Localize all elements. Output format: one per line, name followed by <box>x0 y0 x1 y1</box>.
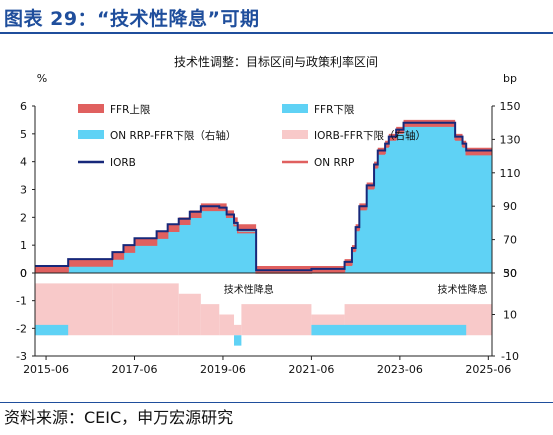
legend-label: ON RRP <box>314 157 354 169</box>
iorb-spread-segment <box>200 304 220 336</box>
right-tick-label-bottom: -10 <box>501 350 519 363</box>
ffr-lower-area <box>35 126 492 273</box>
legend-label: IORB <box>110 157 136 169</box>
legend-swatch <box>78 130 104 139</box>
left-axis-unit: % <box>37 72 47 85</box>
source-note: 资料来源：CEIC，申万宏源研究 <box>4 408 234 427</box>
rrp-spread-segment <box>234 335 242 346</box>
right-axis-unit: bp <box>503 72 517 85</box>
iorb-spread-segment <box>234 324 242 336</box>
chart-header: 图表 29：“技术性降息”可期 <box>0 0 553 34</box>
left-tick-label: 3 <box>20 184 27 197</box>
right-tick-label: 130 <box>500 133 521 146</box>
iorb-spread-segment <box>134 283 179 336</box>
rrp-spread-segment <box>311 324 467 336</box>
legend-label: FFR下限 <box>314 104 355 116</box>
legend-swatch <box>282 130 308 139</box>
dual-panel-chart: 技术性调整：目标区间与政策利率区间% bp 0 1 2 3 4 5 6 50 70 90 110 130 1… <box>16 54 521 376</box>
left-tick-label: 2 <box>20 211 27 224</box>
iorb-spread-segment <box>241 304 312 336</box>
chart-area: 技术性调整：目标区间与政策利率区间% bp 0 1 2 3 4 5 6 50 70 90 110 130 1… <box>0 34 553 400</box>
legend-label: IORB-FFR下限（右轴） <box>314 129 426 142</box>
annotation-label: 技术性降息 <box>438 283 488 296</box>
x-tick-label: 2025-06 <box>465 363 511 376</box>
legend-label: FFR上限 <box>110 104 151 116</box>
left-tick-label-bottom: -1 <box>16 295 27 308</box>
right-tick-label: 150 <box>500 100 521 113</box>
left-tick-label-bottom: -3 <box>16 350 27 363</box>
right-tick-label: 110 <box>500 167 521 180</box>
chart-title: 技术性调整：目标区间与政策利率区间 <box>174 54 378 69</box>
right-tick-label: 50 <box>503 267 517 280</box>
rrp-spread-segment <box>35 324 69 336</box>
right-tick-label-bottom: 10 <box>503 309 517 322</box>
x-tick-label: 2021-06 <box>288 363 334 376</box>
iorb-spread-segment <box>112 283 135 336</box>
legend-label: ON RRP-FFR下限（右轴） <box>110 129 236 142</box>
right-tick-label: 70 <box>503 234 517 247</box>
x-tick-label: 2019-06 <box>200 363 246 376</box>
iorb-spread-segment <box>219 314 235 336</box>
iorb-spread-segment <box>178 293 201 336</box>
legend-swatch <box>282 104 308 113</box>
left-tick-label: 0 <box>20 267 27 280</box>
left-tick-label-bottom: -2 <box>16 322 27 335</box>
iorb-line <box>35 121 492 272</box>
left-tick-label-bottom: 0 <box>20 267 27 280</box>
left-tick-label: 5 <box>20 128 27 141</box>
right-tick-label-bottom: 30 <box>503 267 517 280</box>
annotation-label: 技术性降息 <box>224 283 274 296</box>
left-tick-label: 1 <box>20 239 27 252</box>
figure-title: 图表 29：“技术性降息”可期 <box>4 8 260 30</box>
footer-divider <box>0 402 553 403</box>
header-divider <box>0 32 553 34</box>
left-tick-label: 6 <box>20 100 27 113</box>
x-tick-label: 2023-06 <box>377 363 423 376</box>
x-tick-label: 2015-06 <box>23 363 69 376</box>
legend-swatch <box>78 104 104 113</box>
left-tick-label: 4 <box>20 156 27 169</box>
right-tick-label: 90 <box>503 200 517 213</box>
x-tick-label: 2017-06 <box>112 363 158 376</box>
